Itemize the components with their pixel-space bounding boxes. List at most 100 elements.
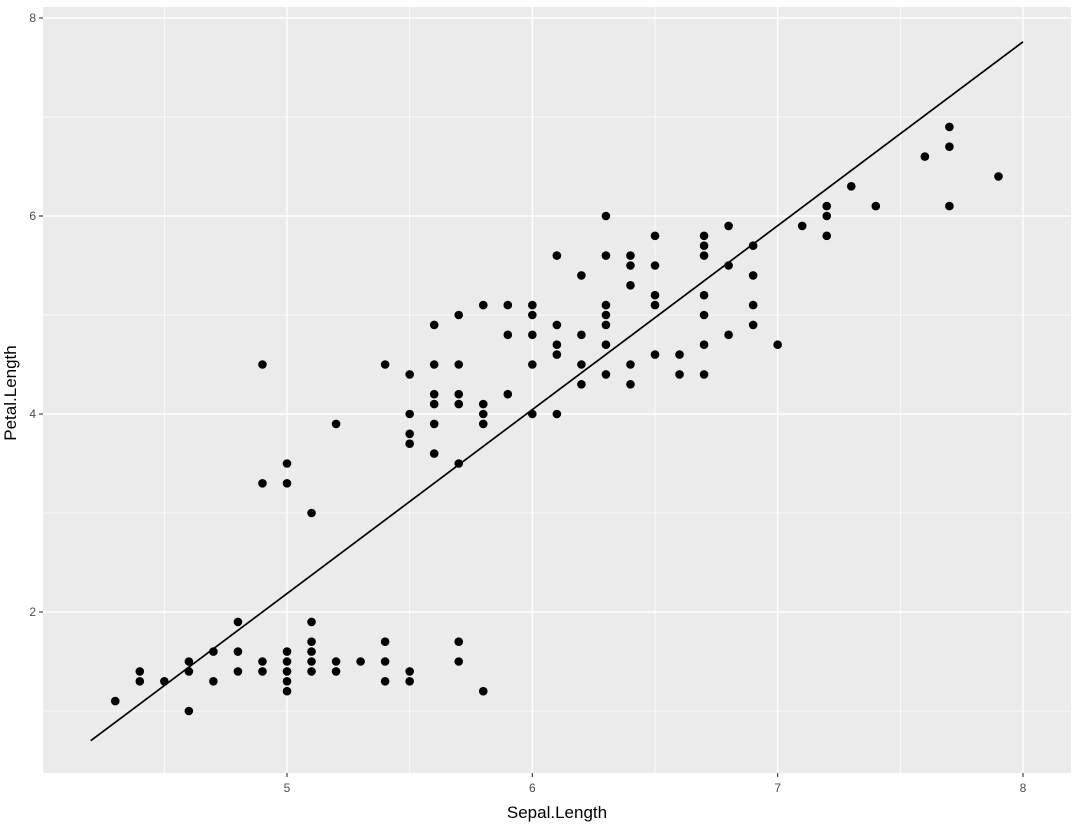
data-point xyxy=(552,340,562,350)
data-point xyxy=(675,350,684,359)
data-point xyxy=(478,300,488,310)
data-point xyxy=(724,221,733,231)
x-tick-label: 5 xyxy=(284,781,291,795)
data-point xyxy=(307,657,316,666)
data-point xyxy=(552,320,562,330)
data-point xyxy=(209,677,218,686)
data-point xyxy=(797,221,807,231)
data-point xyxy=(307,508,316,518)
data-point xyxy=(601,340,611,350)
data-point xyxy=(282,677,292,686)
data-point xyxy=(282,686,292,696)
data-point xyxy=(528,360,537,369)
data-point xyxy=(184,706,194,716)
x-tick-label: 8 xyxy=(1020,781,1027,795)
data-point xyxy=(699,340,709,350)
data-point xyxy=(454,389,464,399)
data-point xyxy=(945,142,954,151)
data-point xyxy=(209,647,218,656)
data-point xyxy=(920,152,930,161)
data-point xyxy=(184,667,194,676)
x-tick-label: 6 xyxy=(529,781,536,795)
data-point xyxy=(577,330,586,340)
data-point xyxy=(675,370,684,379)
data-point xyxy=(380,657,390,666)
data-point xyxy=(650,290,660,300)
y-axis: 2 4 6 8 xyxy=(29,11,43,619)
data-point xyxy=(724,261,733,270)
data-point xyxy=(135,677,145,686)
data-point xyxy=(380,637,390,646)
data-point xyxy=(650,231,660,241)
data-point xyxy=(258,360,267,369)
y-tick-label: 4 xyxy=(29,407,36,421)
data-point xyxy=(429,419,439,429)
data-point xyxy=(748,271,758,280)
data-point xyxy=(699,370,709,379)
x-axis: 5 6 7 8 xyxy=(284,773,1027,795)
data-point xyxy=(822,211,832,221)
data-point xyxy=(110,696,120,706)
points-layer xyxy=(110,122,1003,716)
y-axis-title: Petal.Length xyxy=(1,345,20,440)
data-point xyxy=(601,211,611,221)
data-point xyxy=(699,310,709,320)
x-tick-label: 7 xyxy=(774,781,781,795)
data-point xyxy=(773,340,782,350)
data-point xyxy=(454,360,464,369)
data-point xyxy=(454,310,464,320)
data-point xyxy=(282,647,292,656)
data-point xyxy=(528,310,537,320)
data-point xyxy=(429,399,439,409)
data-point xyxy=(699,231,709,241)
data-point xyxy=(233,617,243,627)
data-point xyxy=(405,667,414,676)
data-point xyxy=(184,657,194,666)
data-point xyxy=(454,399,464,409)
data-point xyxy=(478,419,488,429)
data-point xyxy=(160,677,169,686)
data-point xyxy=(552,409,562,419)
data-point xyxy=(356,657,365,666)
data-point xyxy=(601,320,611,330)
data-point xyxy=(552,251,562,260)
data-point xyxy=(748,300,758,310)
data-point xyxy=(503,300,513,310)
data-point xyxy=(626,380,635,389)
data-point xyxy=(405,439,414,449)
data-point xyxy=(307,647,316,656)
y-tick-label: 8 xyxy=(29,11,36,25)
data-point xyxy=(233,647,243,656)
regression-line xyxy=(90,41,1024,742)
data-point xyxy=(282,657,292,666)
data-point xyxy=(258,667,267,676)
data-point xyxy=(331,657,341,666)
data-point xyxy=(258,479,267,488)
data-point xyxy=(601,370,611,379)
data-point xyxy=(233,667,243,676)
data-point xyxy=(454,459,464,468)
data-point xyxy=(650,300,660,310)
data-point xyxy=(429,320,439,330)
data-point xyxy=(577,360,586,369)
data-point xyxy=(699,251,709,260)
data-point xyxy=(405,429,414,439)
fit-line-layer xyxy=(90,41,1024,742)
data-point xyxy=(478,399,488,409)
data-point xyxy=(380,677,390,686)
y-tick-label: 6 xyxy=(29,209,36,223)
data-point xyxy=(626,261,635,270)
data-point xyxy=(577,380,586,389)
data-point xyxy=(454,657,464,666)
data-point xyxy=(282,667,292,676)
data-point xyxy=(822,231,832,241)
data-point xyxy=(945,122,954,132)
data-point xyxy=(748,241,758,250)
data-point xyxy=(307,617,316,627)
x-axis-title: Sepal.Length xyxy=(507,803,607,822)
data-point xyxy=(528,330,537,340)
data-point xyxy=(429,389,439,399)
y-tick-label: 2 xyxy=(29,605,36,619)
data-point xyxy=(650,261,660,270)
